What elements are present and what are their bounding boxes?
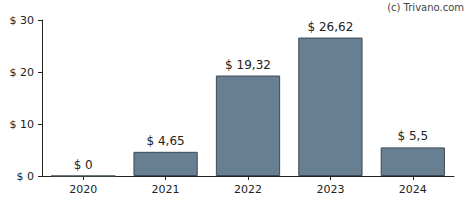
svg-text:2023: 2023 [316,183,344,196]
svg-text:2020: 2020 [69,183,97,196]
svg-text:$ 10: $ 10 [10,118,35,131]
svg-text:$ 30: $ 30 [10,14,35,27]
svg-text:$ 20: $ 20 [10,66,35,79]
svg-text:$ 0: $ 0 [17,170,35,183]
svg-text:2024: 2024 [399,183,427,196]
svg-text:2022: 2022 [234,183,262,196]
svg-text:$ 26,62: $ 26,62 [307,20,353,34]
svg-text:2021: 2021 [152,183,180,196]
svg-text:$ 5,5: $ 5,5 [398,129,429,143]
svg-text:$ 19,32: $ 19,32 [225,58,271,72]
svg-text:$ 4,65: $ 4,65 [147,134,185,148]
svg-text:$ 0: $ 0 [74,158,93,172]
svg-text:(c) Trivano.com: (c) Trivano.com [387,2,464,13]
